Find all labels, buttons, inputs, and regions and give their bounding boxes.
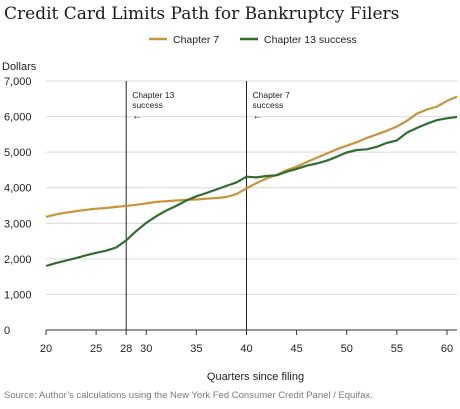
y-axis-label: Dollars [2,61,37,73]
x-tick-label: 35 [190,343,202,355]
x-tick-label: 40 [240,343,252,355]
x-tick-label: 25 [90,343,102,355]
x-tick-label: 55 [391,343,403,355]
x-tick-label: 20 [40,343,52,355]
y-tick-label: 3,000 [4,218,32,230]
y-tick-label: 7,000 [4,76,32,88]
x-tick-label: 45 [290,343,302,355]
x-axis-label: Quarters since filing [207,371,304,383]
y-tick-label: 6,000 [4,112,32,124]
annotation-arrow: ← [132,111,142,122]
y-tick-label: 0 [4,325,10,337]
series-line [45,95,458,218]
annotation-arrow: ← [252,111,262,122]
annotation-label: Chapter 7 [252,90,290,100]
y-tick-label: 2,000 [4,254,32,266]
annotation-label: success [252,100,283,110]
y-tick-label: 4,000 [4,183,32,195]
legend-label: Chapter 7 [173,34,219,46]
x-tick-label: 30 [140,343,152,355]
series-line [45,115,458,268]
source-note: Source: Author’s calculations using the … [4,390,373,401]
x-tick-label: 28 [120,343,132,355]
x-tick-label: 60 [441,343,453,355]
annotation-label: Chapter 13 [132,90,174,100]
legend-label: Chapter 13 success [264,34,357,46]
x-tick-label: 50 [341,343,353,355]
annotation-label: success [132,100,163,110]
chart-title: Credit Card Limits Path for Bankruptcy F… [4,4,400,24]
y-tick-label: 5,000 [4,147,32,159]
y-tick-label: 1,000 [4,289,32,301]
